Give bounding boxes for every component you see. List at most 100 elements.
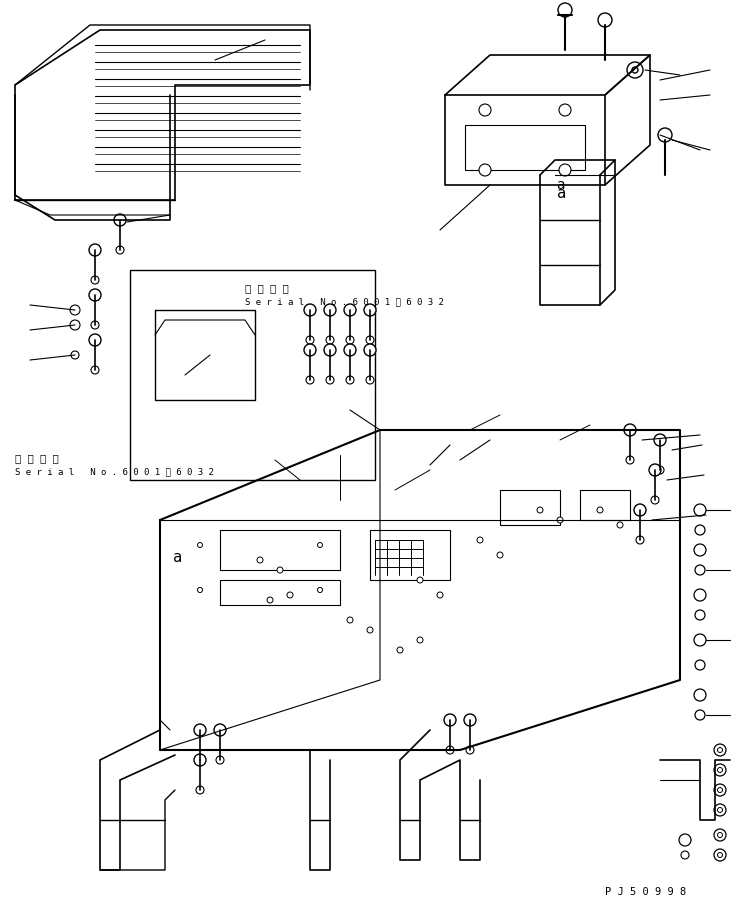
- Bar: [220, 580, 340, 605]
- Circle shape: [366, 376, 374, 384]
- Circle shape: [70, 305, 80, 315]
- Circle shape: [466, 746, 474, 754]
- Circle shape: [304, 344, 316, 356]
- Circle shape: [718, 808, 722, 812]
- Circle shape: [257, 557, 263, 563]
- Circle shape: [714, 784, 726, 796]
- Circle shape: [632, 67, 638, 73]
- Circle shape: [694, 589, 706, 601]
- Circle shape: [559, 164, 571, 176]
- Circle shape: [194, 754, 206, 766]
- Circle shape: [324, 344, 336, 356]
- Circle shape: [537, 507, 543, 513]
- Circle shape: [479, 104, 491, 116]
- Circle shape: [214, 724, 226, 736]
- Circle shape: [634, 504, 646, 516]
- Circle shape: [694, 544, 706, 556]
- Circle shape: [326, 336, 334, 344]
- Circle shape: [718, 788, 722, 792]
- Circle shape: [658, 128, 672, 142]
- Circle shape: [417, 637, 423, 643]
- Circle shape: [656, 466, 664, 474]
- Circle shape: [344, 344, 356, 356]
- Circle shape: [318, 543, 322, 547]
- Circle shape: [306, 376, 314, 384]
- Text: P J 5 0 9 9 8: P J 5 0 9 9 8: [606, 887, 686, 897]
- Circle shape: [277, 567, 283, 573]
- Circle shape: [626, 456, 634, 464]
- Circle shape: [216, 756, 224, 764]
- Circle shape: [649, 464, 661, 476]
- Text: a: a: [557, 185, 567, 201]
- Circle shape: [324, 304, 336, 316]
- Circle shape: [367, 627, 373, 633]
- Circle shape: [346, 376, 354, 384]
- Text: S e r i a l   N o . 6 0 0 1 〜 6 0 3 2: S e r i a l N o . 6 0 0 1 〜 6 0 3 2: [245, 297, 444, 306]
- Circle shape: [654, 434, 666, 446]
- Circle shape: [695, 525, 705, 535]
- Circle shape: [347, 617, 353, 623]
- Circle shape: [91, 276, 99, 284]
- Circle shape: [91, 366, 99, 374]
- Circle shape: [446, 746, 454, 754]
- Circle shape: [597, 507, 603, 513]
- Circle shape: [694, 504, 706, 516]
- Circle shape: [304, 304, 316, 316]
- Bar: [130, 270, 375, 480]
- Circle shape: [624, 424, 636, 436]
- Circle shape: [89, 244, 101, 256]
- Circle shape: [718, 768, 722, 772]
- Circle shape: [194, 724, 206, 736]
- Circle shape: [557, 517, 563, 523]
- Circle shape: [196, 786, 204, 794]
- Circle shape: [444, 714, 456, 726]
- Circle shape: [364, 344, 376, 356]
- Circle shape: [651, 496, 659, 504]
- Circle shape: [714, 804, 726, 816]
- Text: a: a: [556, 178, 564, 192]
- Circle shape: [197, 588, 203, 592]
- Circle shape: [681, 851, 689, 859]
- Circle shape: [714, 829, 726, 841]
- Circle shape: [679, 834, 691, 846]
- Bar: [580, 490, 630, 520]
- Bar: [500, 490, 560, 525]
- Circle shape: [196, 756, 204, 764]
- Circle shape: [344, 304, 356, 316]
- Circle shape: [718, 853, 722, 857]
- Bar: [465, 125, 585, 170]
- Circle shape: [617, 522, 623, 528]
- Text: 適 用 号 機: 適 用 号 機: [245, 283, 288, 293]
- Circle shape: [70, 320, 80, 330]
- Circle shape: [714, 764, 726, 776]
- Circle shape: [89, 334, 101, 346]
- Bar: [370, 530, 450, 580]
- Circle shape: [627, 62, 643, 78]
- Circle shape: [464, 714, 476, 726]
- Text: 適 用 号 機: 適 用 号 機: [15, 453, 59, 463]
- Circle shape: [326, 376, 334, 384]
- Circle shape: [559, 104, 571, 116]
- Bar: [220, 530, 340, 570]
- Circle shape: [346, 336, 354, 344]
- Text: S e r i a l   N o . 6 0 0 1 〜 6 0 3 2: S e r i a l N o . 6 0 0 1 〜 6 0 3 2: [15, 468, 214, 477]
- Circle shape: [397, 647, 403, 653]
- Circle shape: [91, 321, 99, 329]
- Circle shape: [197, 543, 203, 547]
- Circle shape: [364, 304, 376, 316]
- Circle shape: [598, 13, 612, 27]
- Circle shape: [71, 351, 79, 359]
- Circle shape: [714, 744, 726, 756]
- Circle shape: [718, 833, 722, 837]
- Circle shape: [267, 597, 273, 603]
- Circle shape: [695, 660, 705, 670]
- Circle shape: [417, 577, 423, 583]
- Circle shape: [477, 537, 483, 543]
- Circle shape: [497, 552, 503, 558]
- Circle shape: [366, 336, 374, 344]
- Circle shape: [114, 214, 126, 226]
- Circle shape: [89, 289, 101, 301]
- Circle shape: [287, 592, 293, 598]
- Circle shape: [479, 164, 491, 176]
- Circle shape: [558, 3, 572, 17]
